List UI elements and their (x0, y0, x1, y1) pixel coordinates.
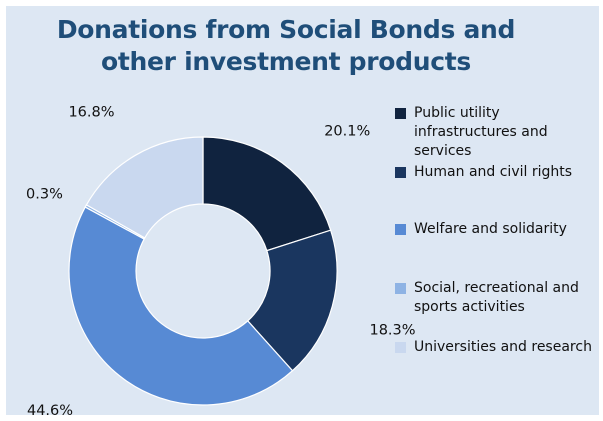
chart-title-line-2: other investment products (100, 47, 472, 76)
data-label-social-sports: 0.3% (26, 186, 63, 202)
data-label-universities: 16.8% (68, 104, 114, 120)
chart-panel: Donations from Social Bonds and other in… (6, 6, 599, 415)
legend-label-universities: Universities and research (414, 339, 592, 355)
donut-slice-public-utility (202, 136, 332, 252)
legend-swatch-public-utility (395, 108, 406, 119)
donut-slice-universities (85, 136, 204, 239)
legend-label-human-rights: Human and civil rights (414, 164, 573, 180)
legend-label-public-utility: Public utility infrastructures and servi… (414, 105, 548, 159)
chart-title-line-1: Donations from Social Bonds and (56, 15, 516, 44)
legend-swatch-welfare (395, 224, 406, 235)
data-label-welfare: 44.6% (27, 403, 73, 415)
data-label-public-utility: 20.1% (324, 123, 370, 139)
legend-label-social-sports: Social, recreational and sports activiti… (414, 280, 579, 315)
legend-swatch-universities (395, 342, 406, 353)
donut-chart: 20.1% 18.3% 44.6% 0.3% 16.8% (26, 104, 416, 415)
legend-swatch-social-sports (395, 283, 406, 294)
legend-label-welfare: Welfare and solidarity (414, 221, 567, 237)
data-label-human-rights: 18.3% (369, 322, 415, 338)
donut-slice-welfare (68, 206, 294, 406)
legend-swatch-human-rights (395, 167, 406, 178)
chart-title: Donations from Social Bonds and other in… (6, 14, 566, 78)
